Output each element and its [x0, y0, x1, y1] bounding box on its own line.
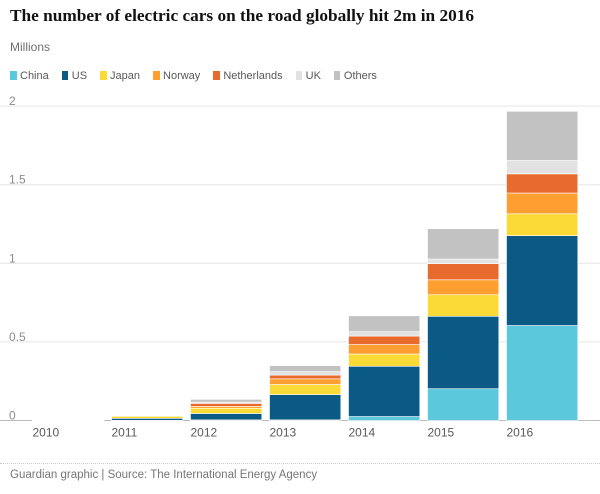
svg-text:0: 0 [9, 409, 16, 423]
svg-text:1.5: 1.5 [9, 173, 26, 187]
svg-text:2: 2 [9, 94, 16, 108]
svg-text:2016: 2016 [507, 426, 534, 440]
svg-text:2013: 2013 [270, 426, 297, 440]
svg-text:0.5: 0.5 [9, 330, 26, 344]
svg-text:2015: 2015 [428, 426, 455, 440]
svg-text:2012: 2012 [191, 426, 218, 440]
svg-text:2010: 2010 [33, 426, 60, 440]
svg-text:2011: 2011 [112, 426, 138, 440]
svg-text:1: 1 [9, 251, 16, 265]
svg-text:2014: 2014 [349, 426, 376, 440]
